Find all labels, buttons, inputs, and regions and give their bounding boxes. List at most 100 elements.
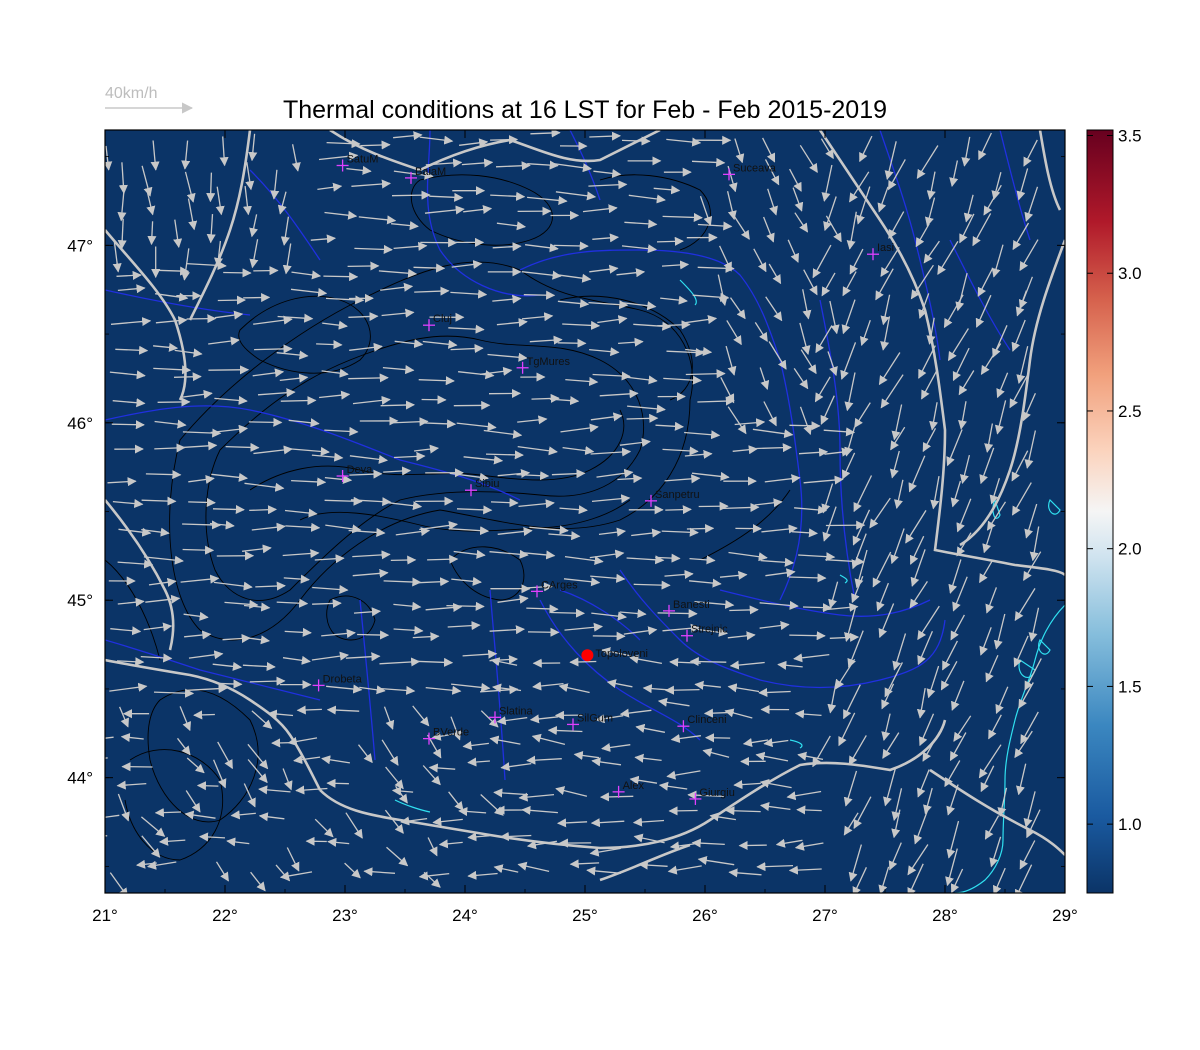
wind-arrow — [479, 366, 513, 376]
wind-arrow — [946, 429, 963, 467]
wind-arrow — [915, 223, 930, 248]
wind-arrow — [282, 243, 292, 275]
wind-arrow — [141, 527, 170, 537]
wind-arrow — [555, 191, 597, 201]
wind-arrow — [664, 569, 694, 579]
wind-arrow — [391, 221, 419, 231]
wind-arrow — [418, 577, 450, 587]
wind-arrow — [798, 552, 836, 562]
wind-arrow — [989, 836, 1002, 868]
wind-arrow — [153, 688, 195, 698]
wind-arrow — [881, 683, 895, 710]
wind-arrow — [393, 601, 422, 611]
wind-arrow — [629, 654, 663, 665]
wind-arrow — [656, 236, 684, 246]
wind-arrow — [691, 471, 730, 481]
wind-arrow — [792, 187, 804, 212]
wind-arrow — [349, 469, 383, 479]
wind-arrow — [384, 501, 423, 511]
wind-arrow — [141, 165, 153, 197]
wind-arrow — [383, 466, 412, 476]
wind-arrow — [996, 372, 1009, 399]
wind-arrow — [456, 422, 497, 432]
wind-arrow — [601, 742, 631, 752]
wind-arrow — [206, 214, 216, 244]
wind-arrow — [270, 169, 280, 200]
wind-arrow — [875, 268, 894, 301]
wind-arrow — [666, 347, 705, 358]
wind-arrow — [492, 294, 522, 304]
wind-arrow — [280, 216, 290, 246]
wind-arrow — [592, 371, 631, 381]
wind-arrow — [660, 295, 688, 305]
wind-arrow — [384, 809, 404, 834]
wind-arrow — [847, 630, 864, 669]
wind-arrow — [327, 837, 350, 847]
wind-arrow — [926, 171, 936, 200]
wind-arrow — [979, 559, 994, 584]
city-label: SatuM — [347, 153, 379, 165]
wind-arrow — [564, 555, 604, 566]
wind-arrow — [760, 557, 795, 567]
city-markers: SatuM BaiaM Suceava Iasi Cluj TgMures Deva Sibi… — [312, 153, 894, 805]
wind-arrow — [588, 300, 629, 310]
wind-arrow — [942, 640, 958, 671]
city-label: CArges — [541, 579, 578, 591]
wind-arrow — [521, 805, 558, 815]
wind-arrow — [326, 684, 363, 694]
wind-arrow — [319, 390, 351, 400]
wind-arrow — [145, 594, 181, 604]
wind-arrow — [432, 817, 463, 827]
wind-arrow — [910, 264, 934, 300]
wind-arrow — [326, 705, 360, 715]
wind-arrow — [884, 662, 903, 698]
wind-arrow — [619, 437, 651, 448]
wind-arrow — [949, 160, 959, 187]
wind-arrow — [799, 406, 812, 436]
wind-arrow — [446, 601, 485, 611]
wind-arrow — [827, 351, 838, 377]
wind-arrow — [803, 475, 844, 485]
wind-arrow — [709, 812, 736, 822]
wind-arrow — [279, 373, 309, 383]
wind-arrow — [485, 450, 524, 460]
wind-arrow — [814, 376, 831, 403]
wind-arrow — [908, 455, 926, 493]
wind-arrow — [657, 697, 690, 707]
wind-arrow — [489, 735, 521, 745]
colorbar-tick-label: 2.0 — [1118, 540, 1142, 559]
wind-arrow — [555, 786, 588, 797]
wind-arrow — [116, 657, 145, 667]
wind-arrow — [758, 687, 791, 698]
wind-arrow — [449, 472, 489, 482]
wind-arrow — [518, 792, 555, 802]
wind-arrow — [324, 474, 353, 484]
wind-arrow — [1029, 526, 1040, 562]
wind-arrow — [980, 343, 1002, 375]
wind-arrow — [395, 527, 431, 537]
lon-tick-label: 23° — [332, 906, 358, 925]
wind-arrow — [754, 498, 783, 508]
wind-arrow — [140, 816, 166, 837]
lat-tick-label: 47° — [67, 236, 93, 255]
wind-arrow — [589, 264, 619, 274]
wind-arrow — [180, 389, 213, 399]
wind-arrow — [1020, 711, 1039, 745]
wind-arrow — [775, 838, 803, 848]
wind-arrow — [569, 859, 600, 869]
wind-arrow — [225, 442, 260, 452]
city-label: Sibiu — [475, 478, 499, 490]
city-slatina: Slatina — [489, 705, 534, 724]
wind-arrow — [1023, 791, 1036, 828]
wind-arrow — [523, 290, 556, 300]
wind-arrow — [208, 365, 250, 375]
wind-arrow — [258, 785, 291, 795]
wind-arrow — [158, 836, 186, 846]
wind-arrow — [689, 657, 727, 667]
wind-arrow — [193, 710, 215, 720]
wind-arrow — [557, 298, 590, 309]
wind-arrow — [105, 736, 114, 739]
wind-arrow — [910, 549, 926, 587]
wind-arrow — [284, 508, 318, 518]
wind-arrow — [147, 221, 157, 246]
